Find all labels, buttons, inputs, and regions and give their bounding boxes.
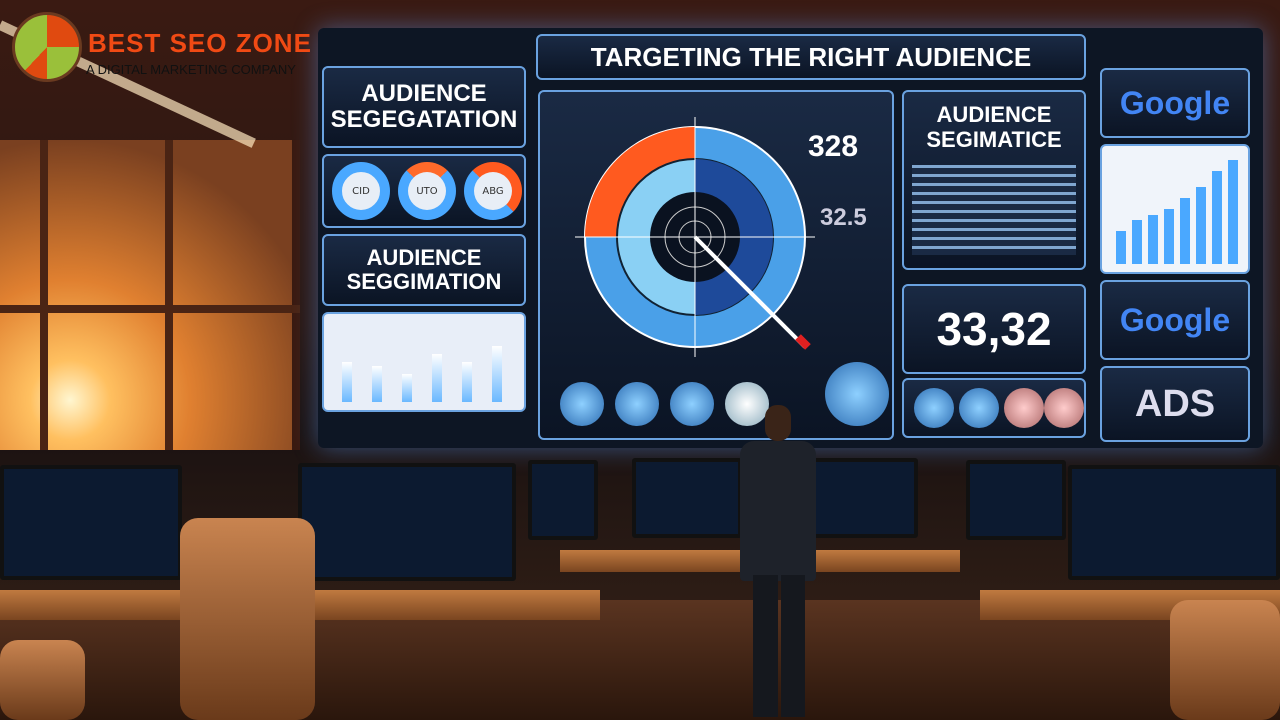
donut-panel: CID UTO ABG	[322, 154, 526, 228]
ads-label: ADS	[1134, 382, 1216, 425]
brand-logo: BEST SEO ZONE A DIGITAL MARKETING COMPAN…	[12, 12, 312, 82]
video-wall: AUDIENCE SEGEGATATION CID UTO ABG AUDIEN…	[318, 28, 1263, 448]
bar-chart	[336, 322, 512, 402]
bar-chart	[1112, 154, 1238, 264]
page-title: TARGETING THE RIGHT AUDIENCE	[590, 41, 1032, 72]
metric-value: 328	[808, 130, 859, 163]
globe-icon	[12, 12, 82, 82]
panel-heading: AUDIENCE SEGEGATATION	[330, 79, 518, 133]
brand-tagline: A DIGITAL MARKETING COMPANY	[86, 62, 296, 77]
metric-value: 32.5	[820, 204, 867, 231]
monitor	[298, 463, 516, 581]
google-panel-2: Google	[1100, 280, 1250, 360]
office-chair	[180, 518, 315, 720]
ads-panel: ADS	[1100, 366, 1250, 442]
segmentation-panel: AUDIENCE SEGIMATICE	[902, 90, 1086, 270]
icons-panel	[902, 378, 1086, 438]
brand-name: BEST SEO ZONE	[88, 28, 312, 58]
office-chair	[0, 640, 85, 720]
monitor	[632, 458, 742, 538]
big-number-panel: 33,32	[902, 284, 1086, 374]
target-panel: 328 32.5	[538, 90, 894, 440]
title-banner: TARGETING THE RIGHT AUDIENCE	[536, 34, 1086, 80]
donut-chart: CID	[332, 162, 390, 220]
donut-chart: ABG	[464, 162, 522, 220]
panel-heading: AUDIENCE SEGGIMATION	[346, 244, 502, 294]
monitor	[0, 465, 182, 580]
businessman	[735, 405, 835, 717]
google-logo: Google	[1119, 301, 1231, 338]
audience-panel-1: AUDIENCE SEGEGATATION	[322, 66, 526, 148]
target-chart	[575, 117, 815, 357]
office-chair	[1170, 600, 1280, 720]
donut-chart: UTO	[398, 162, 456, 220]
panel-heading: AUDIENCE SEGIMATICE	[926, 102, 1062, 153]
data-table	[912, 164, 1076, 255]
audience-panel-2: AUDIENCE SEGGIMATION	[322, 234, 526, 306]
monitor	[1068, 465, 1280, 580]
google-logo: Google	[1119, 84, 1231, 121]
monitor	[528, 460, 598, 540]
sunset-window	[0, 140, 300, 450]
big-number: 33,32	[936, 303, 1052, 355]
bar-chart-panel	[322, 312, 526, 412]
growth-chart-panel	[1100, 144, 1250, 274]
monitor	[966, 460, 1066, 540]
google-panel-1: Google	[1100, 68, 1250, 138]
